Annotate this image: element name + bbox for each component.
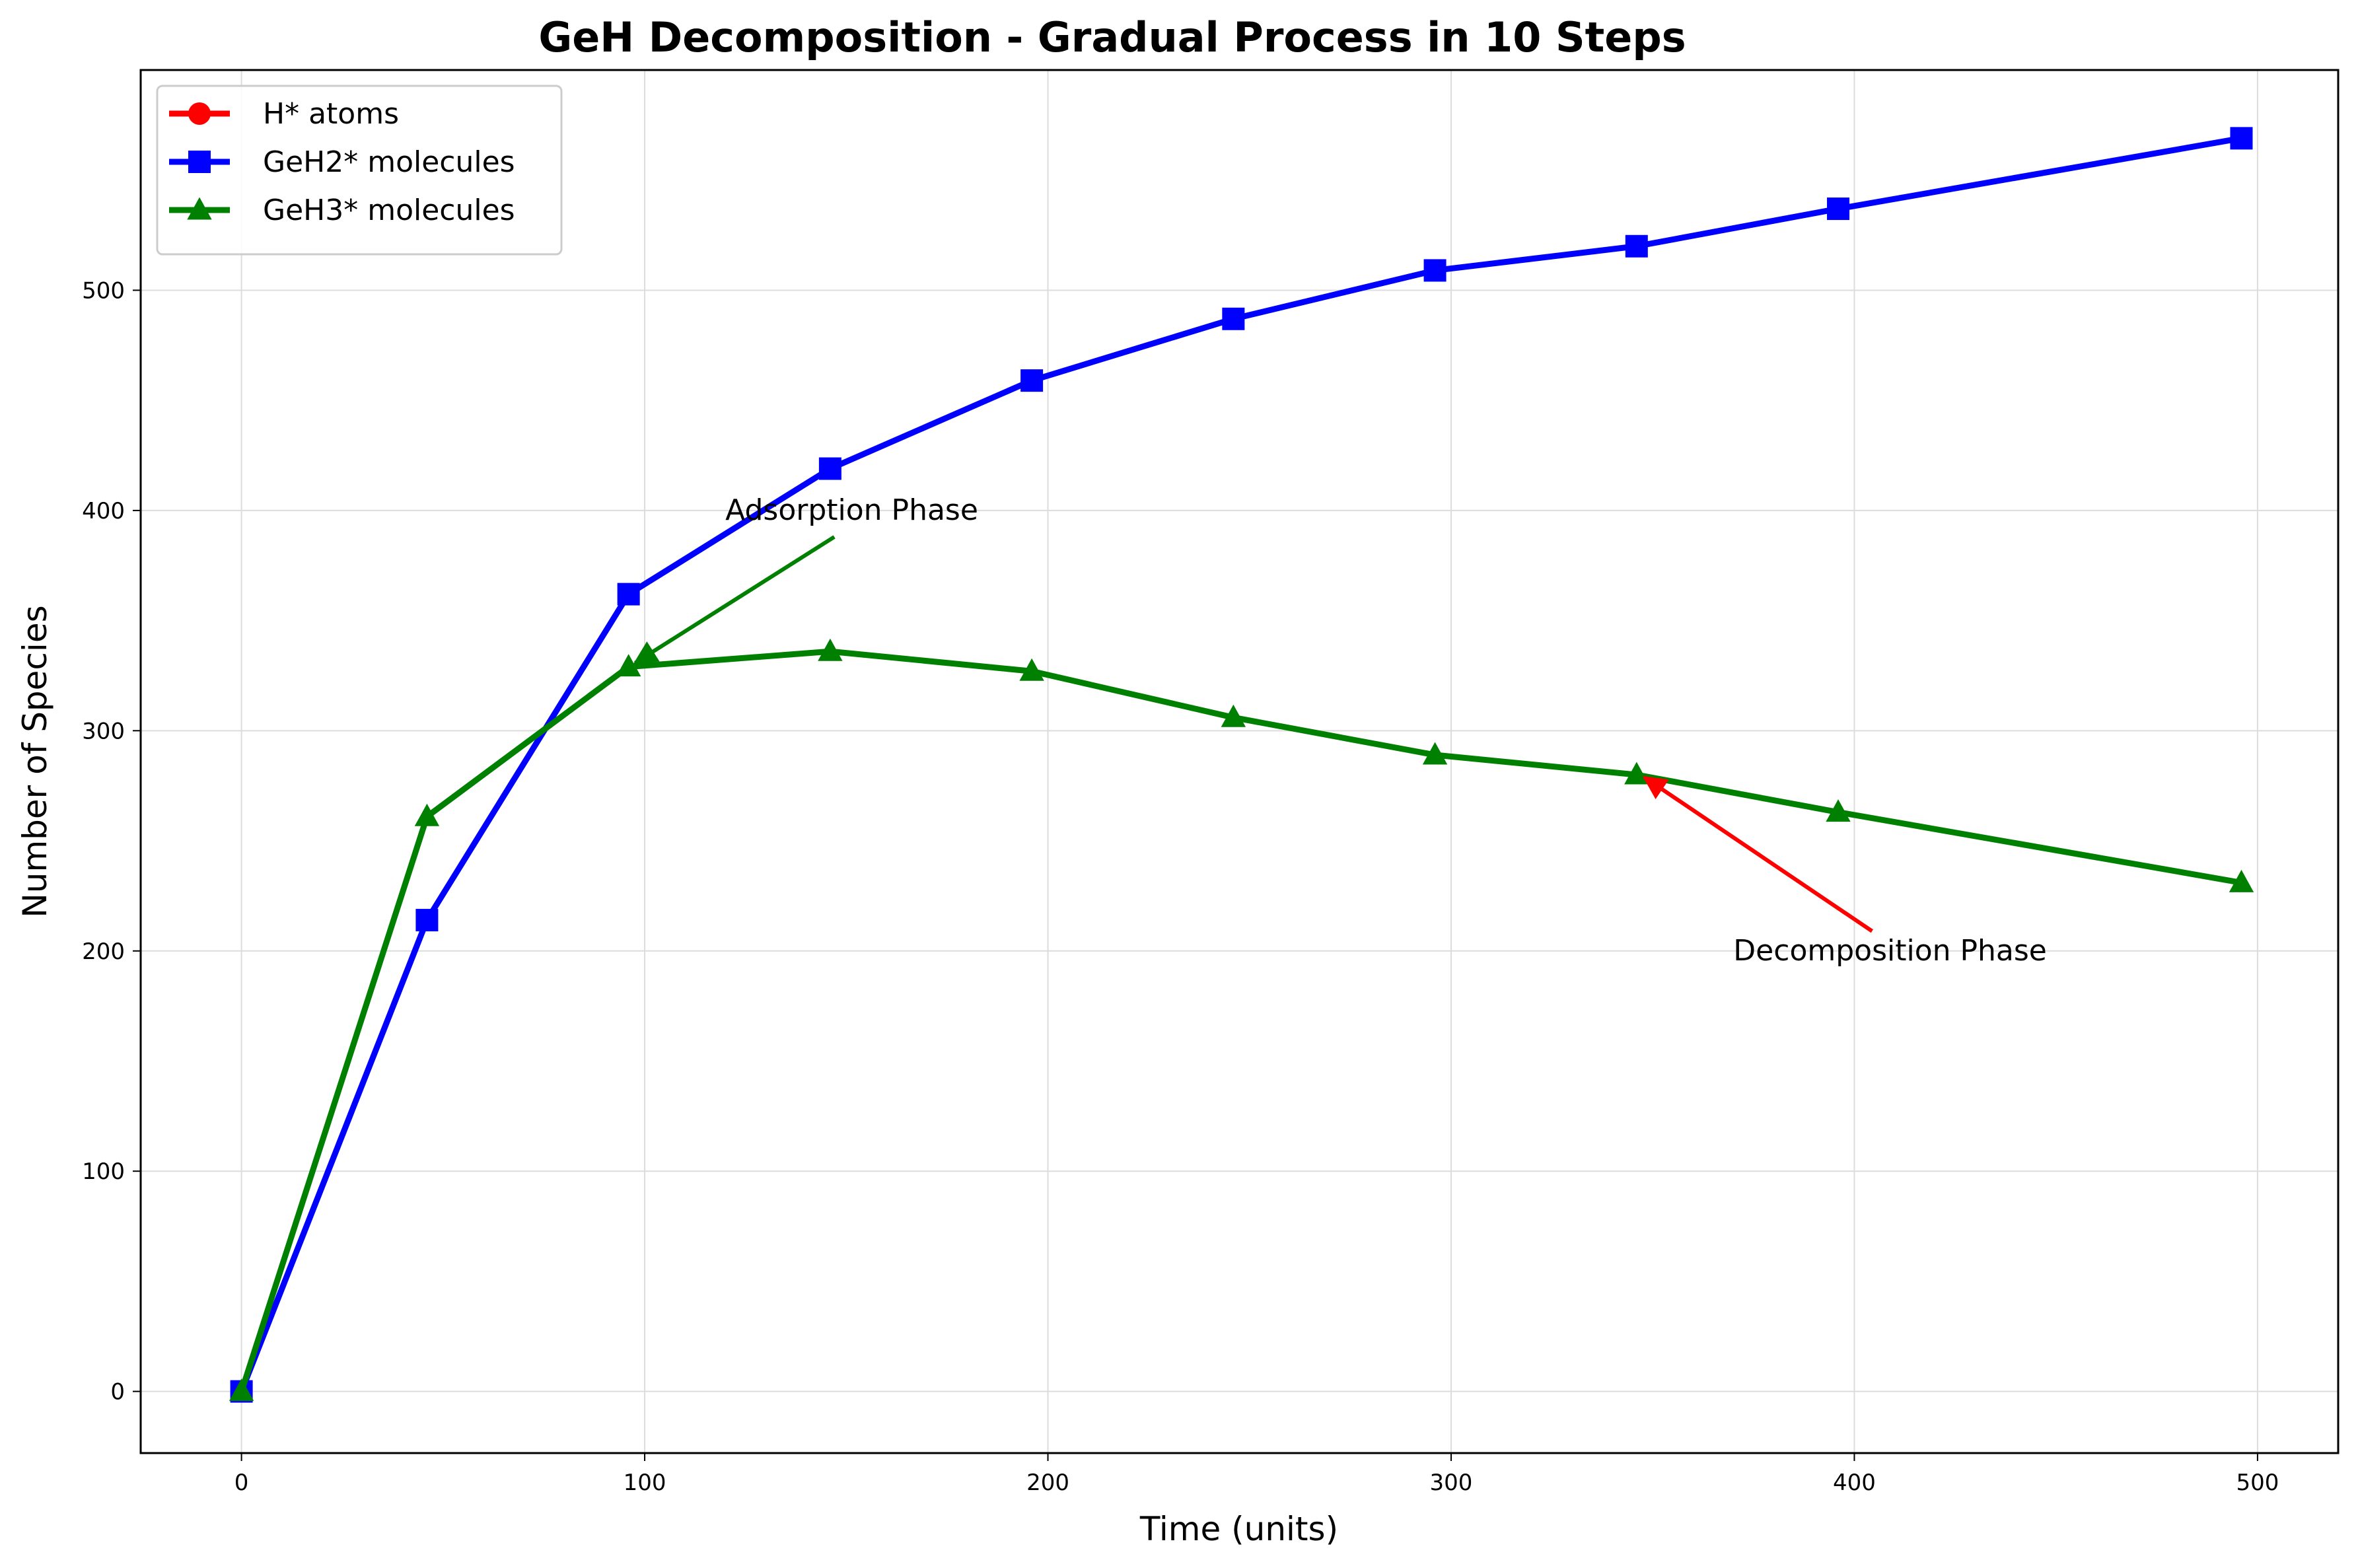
series-line xyxy=(238,648,2242,1393)
data-point xyxy=(1019,658,1044,681)
data-point xyxy=(1625,234,1648,258)
data-point xyxy=(229,1378,254,1402)
legend-item: GeH2* molecules xyxy=(169,145,515,179)
data-point xyxy=(1221,704,1246,727)
x-tick-label: 300 xyxy=(1430,1470,1473,1496)
legend-label: H* atoms xyxy=(263,97,399,131)
annotation-label: Decomposition Phase xyxy=(1733,934,2047,968)
data-point xyxy=(617,583,640,606)
series-layer xyxy=(229,127,2254,1403)
legend: H* atoms GeH2* molecules GeH3* molecules xyxy=(156,85,563,256)
x-tick-label: 200 xyxy=(1026,1470,1069,1496)
grid xyxy=(141,70,2338,1453)
data-point xyxy=(818,457,841,480)
series-geh3-molecules xyxy=(229,638,2254,1402)
data-point xyxy=(1423,259,1447,282)
data-point xyxy=(1222,307,1245,330)
x-tick-label: 500 xyxy=(2236,1470,2279,1496)
legend-swatch-marker xyxy=(188,151,211,173)
data-point xyxy=(818,638,843,661)
y-tick-label: 300 xyxy=(82,718,125,744)
y-tick-label: 200 xyxy=(82,939,125,965)
data-point xyxy=(616,654,641,677)
legend-box xyxy=(156,85,563,256)
series-geh2-molecules xyxy=(230,127,2253,1403)
series-line xyxy=(238,135,2242,1393)
plot-area-frame xyxy=(139,69,2340,1454)
data-point xyxy=(415,909,439,932)
data-point xyxy=(2229,869,2254,892)
data-point xyxy=(1020,369,1044,392)
legend-item: H* atoms xyxy=(169,97,399,131)
data-point xyxy=(414,803,440,826)
legend-label: GeH3* molecules xyxy=(263,194,515,227)
data-point xyxy=(1826,799,1851,822)
annotation-arrow xyxy=(633,535,836,665)
y-tick-label: 500 xyxy=(82,277,125,304)
legend-item: GeH3* molecules xyxy=(169,194,515,227)
annotation-arrow xyxy=(1642,775,1873,933)
x-axis-label: Time (units) xyxy=(1139,1510,1338,1548)
data-point xyxy=(1827,197,1850,221)
data-point xyxy=(2230,127,2253,150)
y-tick-label: 100 xyxy=(82,1158,125,1185)
annotation-label: Adsorption Phase xyxy=(725,493,978,527)
y-tick-label: 400 xyxy=(82,498,125,524)
x-tick-label: 0 xyxy=(234,1470,249,1496)
x-tick-label: 400 xyxy=(1833,1470,1876,1496)
y-axis-label: Number of Species xyxy=(16,605,54,917)
annotations: Adsorption Phase Decomposition Phase xyxy=(633,493,2047,968)
chart-title: GeH Decomposition - Gradual Process in 1… xyxy=(538,13,1686,61)
axis-ticks: 0 100 200 300 400 500 0 100 200 300 400 500 xyxy=(82,277,2279,1496)
legend-label: GeH2* molecules xyxy=(263,145,515,179)
y-tick-label: 0 xyxy=(110,1379,125,1406)
legend-swatch-marker xyxy=(187,197,212,220)
x-tick-label: 100 xyxy=(624,1470,666,1496)
legend-swatch-marker xyxy=(188,102,211,125)
data-point xyxy=(1422,742,1448,765)
